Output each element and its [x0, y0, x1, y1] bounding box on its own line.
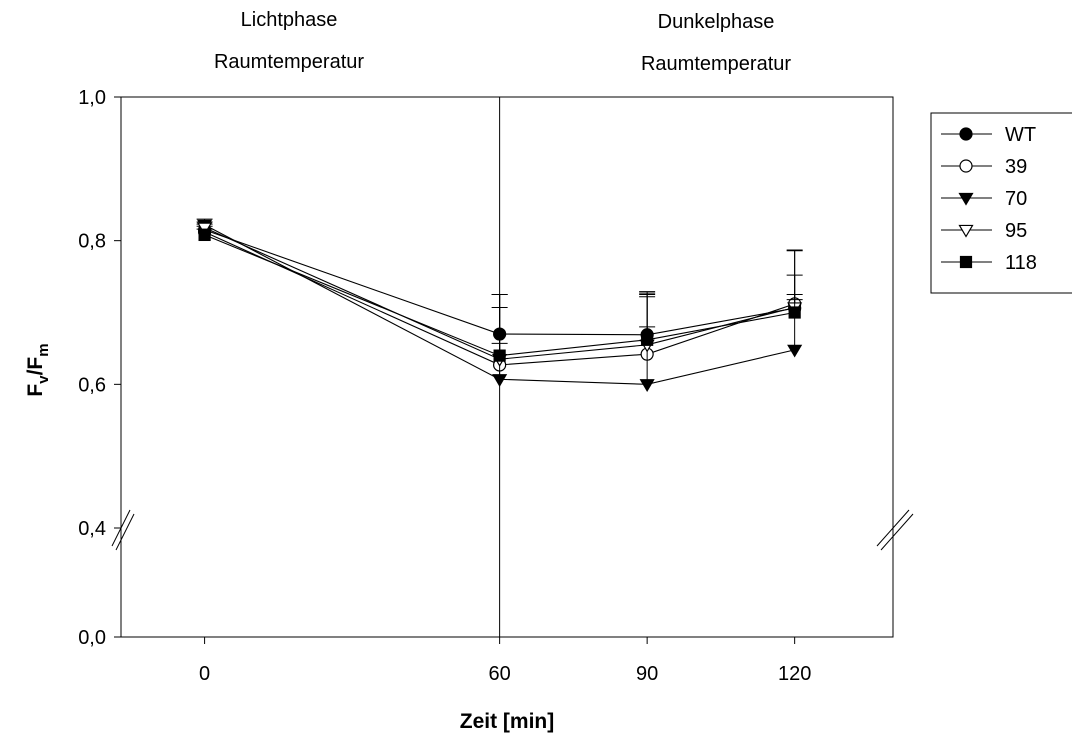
y-axis-break-right-a [876, 509, 910, 547]
x-axis-title: Zeit [min] [460, 710, 555, 733]
y-axis-break-right-b [880, 513, 914, 551]
legend-label-95: 95 [1005, 220, 1027, 242]
phase-annotation-left-line2: Raumtemperatur [214, 51, 364, 73]
x-tick-label-120: 120 [778, 663, 811, 685]
legend-label-WT: WT [1005, 124, 1036, 146]
phase-annotation-right-line2: Raumtemperatur [641, 53, 791, 75]
legend-label-70: 70 [1005, 188, 1027, 210]
y-tick-label-0,8: 0,8 [78, 231, 106, 253]
plot-layer: 0,0 0,4 0,6 0,8 1,0 0 60 90 120 [78, 87, 914, 685]
series-line-39 [204, 231, 795, 366]
legend-marker-39 [959, 159, 973, 173]
data-point-118-90 [641, 333, 654, 346]
x-tick-label-0: 0 [199, 663, 210, 685]
legend-label-39: 39 [1005, 156, 1027, 178]
phase-annotation-left-line1: Lichtphase [241, 9, 338, 31]
y-axis-title-sep: /F [24, 357, 47, 376]
y-axis-title-sub1: v [35, 375, 52, 384]
data-point-70-60 [492, 374, 508, 387]
y-tick-label-0,0: 0,0 [78, 627, 106, 649]
legend: WT 39 70 95 118 [930, 112, 1072, 294]
legend-marker-95 [958, 224, 974, 238]
data-point-118-120 [788, 306, 801, 319]
legend-box [930, 112, 1072, 294]
data-point-118-0 [198, 228, 211, 242]
y-tick-label-0,4: 0,4 [78, 518, 106, 540]
plot-frame [120, 96, 894, 638]
legend-marker-70 [958, 192, 974, 206]
legend-marker-WT [959, 127, 973, 141]
data-point-70-90 [639, 379, 655, 393]
phase-annotation-right-line1: Dunkelphase [658, 11, 775, 33]
legend-marker-118 [959, 255, 973, 269]
series-line-WT [204, 229, 795, 336]
y-axis-title: Fv/Fm [24, 343, 52, 396]
x-tick-label-90: 90 [636, 663, 658, 685]
y-tick-label-0,6: 0,6 [78, 374, 106, 396]
y-tick-label-1,0: 1,0 [78, 87, 106, 109]
svg-text:Fv/Fm: Fv/Fm [24, 343, 52, 396]
series-118 [196, 228, 803, 362]
series-line-118 [204, 234, 795, 357]
data-point-70-120 [787, 344, 803, 358]
series-line-70 [204, 224, 795, 385]
legend-label-118: 118 [1005, 252, 1037, 274]
y-axis-break-left-b [115, 513, 135, 551]
y-axis-title-main: F [24, 384, 47, 397]
x-tick-label-60: 60 [488, 663, 510, 685]
y-axis-title-sub2: m [35, 343, 52, 356]
data-point-118-60 [493, 349, 506, 362]
